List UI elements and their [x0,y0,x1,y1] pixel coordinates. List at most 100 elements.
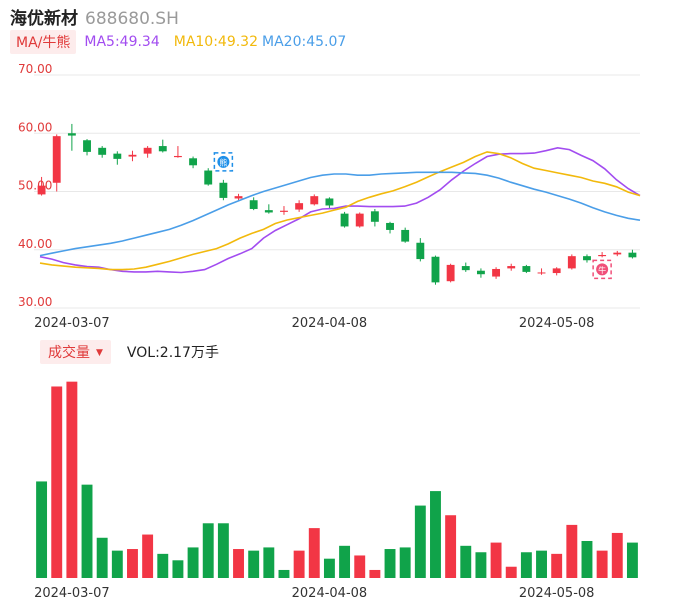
volume-bar [626,542,638,578]
volume-bar [111,550,123,578]
marker-dot [217,155,230,168]
price-chart[interactable]: 70.00 60.00 50.00 40.00 30.00 2024-03-07 2024-… [0,0,686,340]
caret-down-icon: ▼ [96,348,103,358]
volume-bar [323,558,335,578]
candle-body [37,185,46,195]
candle-body [158,146,167,152]
volume-bar [172,560,184,578]
bull-icon: 牛 [592,259,612,280]
volume-bar [127,549,138,578]
ma20-legend-label: MA20:45.07 [262,34,347,50]
candle-body [628,252,637,258]
volume-bar [445,515,457,578]
candle-body [52,136,61,183]
candle-body [507,266,516,269]
candle-body [476,270,485,275]
y-tick-label: 40.00 [18,237,52,251]
volume-bar [51,386,63,578]
stock-name: 海优新材 [10,9,78,29]
volume-bar [581,540,593,578]
candle-body [340,213,349,227]
volume-bar [96,537,108,578]
x-tick-label: 2024-03-07 [34,586,110,601]
stock-header: 海优新材 688680.SH [10,4,179,29]
volume-bar [233,549,244,578]
volume-bar [217,523,229,578]
marker-dot [596,263,609,276]
ma5-line [39,146,641,274]
volume-bar [142,534,154,578]
candle-body [264,210,273,213]
volume-bar [66,381,78,578]
volume-bar [505,566,517,578]
volume-bar [399,547,411,578]
candle-body [613,252,622,255]
marker-frame [592,259,612,280]
ma5-legend-label: MA5:49.34 [84,34,160,50]
candle-body [492,268,501,277]
candle-body [401,229,410,242]
volume-bar [278,569,290,578]
ma10-line [39,151,641,271]
volume-bar [414,505,426,578]
bear-icon: 熊 [213,152,234,172]
volume-legend: 成交量 ▼ VOL:2.17万手 [40,340,219,364]
marker-label: 熊 [219,157,227,167]
candle-body [386,222,394,230]
candle-body [83,140,91,152]
volume-value: VOL:2.17万手 [126,345,219,361]
volume-bar [611,532,623,578]
volume-bar [566,524,578,578]
volume-bar [293,550,305,578]
candle-body [143,147,152,154]
volume-bar [475,552,487,578]
volume-bar [157,553,169,578]
volume-bar [551,553,563,578]
candle-body [310,196,319,205]
candle-body [598,254,607,257]
x-tick-label: 2024-04-08 [292,316,368,331]
ma20-line [39,171,641,257]
volume-bar [596,550,608,578]
candle-body [98,147,107,155]
candle-body [567,256,576,269]
candle-body [189,158,198,166]
volume-bar [81,484,93,578]
y-tick-label: 60.00 [18,120,52,134]
candle-body [522,266,531,272]
candle-body [234,196,243,199]
volume-bar [520,552,532,578]
candle-body [537,272,546,274]
volume-bar [460,545,472,578]
candle-body [583,256,591,261]
candle-body [552,268,561,274]
candle-body [113,153,122,159]
candle-body [173,155,182,158]
y-tick-label: 50.00 [18,179,52,193]
candle-body [416,242,425,260]
x-tick-label: 2024-03-07 [34,316,110,331]
ma10-legend-label: MA10:49.32 [173,34,259,50]
candle-body [295,203,304,210]
volume-bar [308,528,320,578]
volume-bar [430,491,441,578]
candle-body [461,266,470,271]
x-tick-label: 2024-05-08 [519,586,595,601]
volume-bar [339,545,351,578]
volume-bar [187,547,199,578]
volume-bar [536,550,547,578]
candle-body [67,133,76,136]
volume-bar [354,555,366,578]
x-tick-label: 2024-05-08 [519,316,595,331]
candle-body [249,200,258,209]
y-tick-label: 70.00 [18,62,52,76]
volume-indicator-selector[interactable]: 成交量 ▼ [40,340,111,364]
candle-body [204,170,213,185]
marker-frame [213,152,234,172]
ma-mode-selector[interactable]: MA/牛熊 [10,30,77,54]
marker-label: 牛 [598,265,606,275]
candle-body [431,256,440,283]
volume-bar [36,481,48,578]
stock-code: 688680.SH [85,9,179,29]
volume-bar [263,547,275,578]
